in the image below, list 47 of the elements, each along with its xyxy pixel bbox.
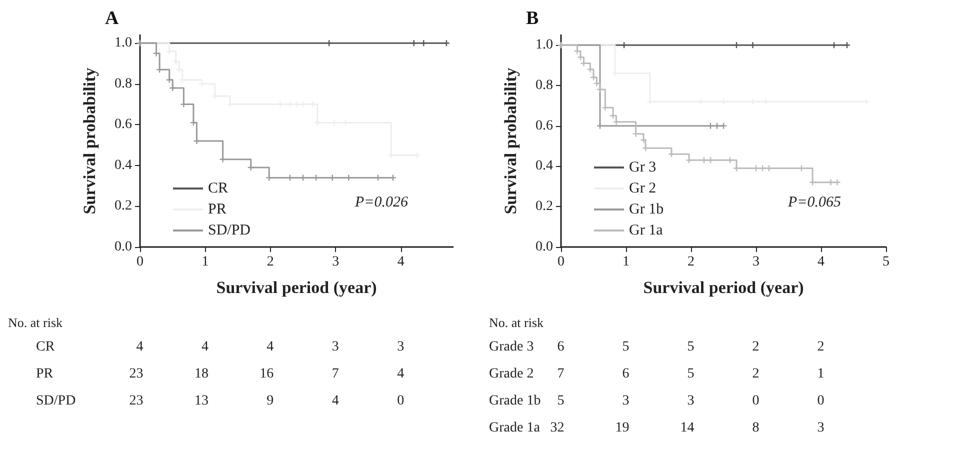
y-tick-label: 0.0	[114, 240, 132, 254]
y-tick-label: 0.8	[114, 76, 132, 92]
y-tick-label: 1.0	[114, 36, 132, 51]
x-tick-label: 5	[882, 254, 890, 270]
y-tick-label: 0.2	[536, 199, 553, 214]
legend-label: CR	[208, 180, 228, 196]
text: Grade 3 6 5 5 2 2	[489, 340, 824, 354]
y-tick-label: 0.2	[114, 198, 132, 214]
x-tick-label: 1	[622, 254, 630, 270]
x-tick-label: 3	[332, 254, 340, 270]
legend-label: SD/PD	[208, 222, 251, 238]
annotation: P=0.026	[354, 194, 408, 210]
y-tick-label: 0.4	[114, 158, 132, 173]
chart-title: A	[105, 8, 119, 29]
text: No. at risk	[8, 315, 64, 330]
text: Grade 2 7 6 5 2 1	[489, 366, 824, 382]
text: PR 23 18 16 7 4	[36, 366, 404, 382]
x-axis-title: Survival period (year)	[216, 278, 377, 297]
chart-title: B	[526, 8, 539, 29]
x-tick-label: 2	[266, 254, 274, 270]
x-tick-label: 2	[688, 254, 694, 270]
y-tick-label: 0.0	[536, 240, 553, 254]
text: Grade 1a 32 19 14 8 3	[489, 420, 824, 436]
legend-label: Gr 1a	[629, 222, 664, 238]
y-tick-label: 0.8	[536, 78, 553, 93]
legend-label: Gr 3	[629, 160, 656, 176]
x-tick-label: 0	[558, 254, 564, 270]
y-axis-title: Survival probability	[501, 67, 520, 214]
legend-label: Gr 1b	[629, 202, 664, 218]
y-tick-label: 0.6	[536, 118, 553, 134]
annotation: P=0.065	[786, 194, 842, 210]
y-tick-label: 0.4	[536, 158, 553, 174]
legend-label: PR	[208, 202, 226, 218]
x-tick-label: 4	[397, 254, 404, 270]
text: CR 4 4 4 3 3	[36, 340, 404, 354]
x-tick-label: 0	[136, 254, 144, 270]
y-axis-title: Survival probability	[80, 67, 99, 214]
text: Grade 1b 5 3 3 0 0	[489, 394, 824, 408]
y-tick-label: 1.0	[536, 38, 553, 53]
y-tick-label: 0.6	[114, 117, 132, 132]
legend-label: Gr 2	[629, 180, 656, 196]
text: SD/PD 23 13 9 4 0	[36, 394, 404, 408]
x-tick-label: 4	[818, 254, 824, 270]
x-tick-label: 3	[752, 254, 760, 270]
text: No. at risk	[489, 315, 544, 330]
x-tick-label: 1	[202, 254, 209, 270]
x-axis-title: Survival period (year)	[643, 278, 804, 297]
